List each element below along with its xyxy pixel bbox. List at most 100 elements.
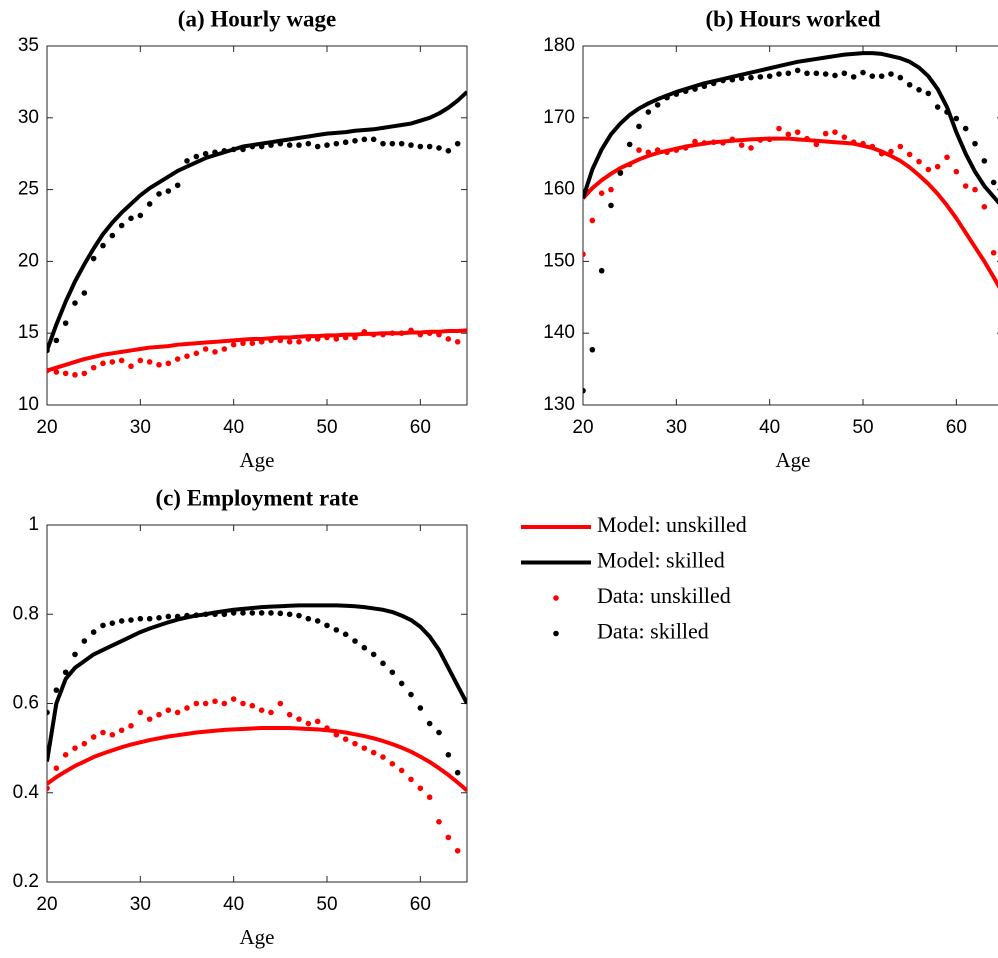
data-point: [962, 183, 969, 189]
data-point: [380, 140, 386, 147]
data-point: [389, 669, 396, 676]
data-point: [804, 135, 810, 142]
chart-title: (b) Hours worked: [705, 6, 880, 31]
x-axis-label: Age: [240, 925, 275, 949]
data-point: [230, 341, 237, 348]
data-point: [860, 69, 866, 76]
data-point: [81, 638, 88, 644]
y-tick-label: 160: [543, 179, 575, 200]
data-point: [118, 727, 125, 734]
data-point: [645, 149, 652, 156]
data-point: [981, 158, 988, 164]
data-point: [212, 149, 218, 156]
data-point: [445, 834, 452, 841]
y-tick-label: 140: [543, 322, 575, 343]
x-tick-label: 40: [759, 417, 780, 438]
data-point: [916, 158, 922, 165]
data-point: [174, 709, 181, 716]
data-point: [436, 729, 442, 736]
data-point: [692, 86, 698, 92]
data-point: [454, 847, 461, 854]
data-point: [598, 190, 605, 196]
data-point: [822, 71, 829, 77]
x-tick-label: 30: [666, 417, 687, 438]
data-point: [62, 320, 69, 326]
data-point: [589, 346, 596, 353]
data-point: [380, 754, 386, 760]
legend-marker: [553, 595, 559, 601]
data-point: [240, 340, 246, 347]
data-point: [137, 212, 144, 219]
data-point: [333, 627, 340, 633]
data-point: [398, 680, 405, 687]
data-point: [398, 140, 405, 147]
data-point: [757, 137, 764, 143]
data-point: [286, 711, 293, 718]
data-point: [286, 339, 293, 345]
data-point: [258, 707, 265, 713]
data-point: [90, 255, 97, 262]
data-point: [426, 330, 433, 337]
data-point: [804, 70, 810, 77]
model-line: [47, 90, 467, 352]
data-point: [822, 130, 829, 137]
data-point: [426, 720, 433, 727]
data-point: [729, 136, 736, 143]
data-point: [342, 139, 349, 146]
data-point: [925, 90, 932, 97]
x-tick-label: 40: [223, 894, 244, 915]
data-point: [710, 139, 717, 146]
data-point: [268, 709, 274, 716]
data-point: [583, 387, 586, 394]
data-point: [100, 622, 106, 629]
data-point: [286, 611, 293, 618]
legend-marker: [553, 630, 559, 637]
data-point: [212, 698, 218, 705]
data-point: [972, 140, 978, 147]
data-point: [146, 359, 153, 365]
data-point: [589, 217, 596, 224]
data-point: [128, 617, 134, 623]
data-point: [906, 81, 913, 88]
y-tick-label: 35: [18, 35, 39, 56]
data-point: [146, 201, 153, 207]
x-tick-label: 60: [946, 417, 967, 438]
model-line: [47, 726, 467, 793]
data-point: [878, 73, 885, 79]
data-point: [361, 745, 368, 751]
model-line: [47, 328, 467, 373]
data-point: [137, 709, 144, 716]
data-point: [436, 818, 442, 825]
data-point: [128, 723, 134, 729]
y-tick-label: 0.6: [13, 693, 39, 714]
data-point: [426, 143, 433, 150]
data-point: [268, 337, 274, 344]
data-point: [221, 148, 228, 154]
data-point: [165, 707, 172, 713]
data-point: [268, 610, 274, 616]
x-tick-label: 20: [572, 417, 593, 438]
data-point: [165, 360, 172, 367]
data-point: [454, 769, 461, 776]
data-point: [165, 188, 172, 194]
data-point: [90, 629, 97, 635]
data-point: [636, 147, 642, 153]
data-point: [81, 290, 88, 296]
data-point: [296, 716, 302, 722]
x-tick-label: 20: [36, 894, 57, 915]
data-point: [626, 161, 633, 168]
data-point: [249, 702, 256, 709]
data-point: [608, 186, 614, 193]
data-point: [184, 612, 190, 619]
data-point: [990, 249, 997, 256]
data-point: [109, 232, 116, 239]
data-point: [583, 251, 586, 258]
x-tick-label: 50: [852, 417, 873, 438]
data-point: [81, 740, 88, 747]
data-point: [221, 346, 228, 352]
data-point: [352, 137, 358, 144]
data-point: [128, 363, 134, 370]
data-point: [598, 267, 605, 274]
data-point: [398, 330, 405, 337]
